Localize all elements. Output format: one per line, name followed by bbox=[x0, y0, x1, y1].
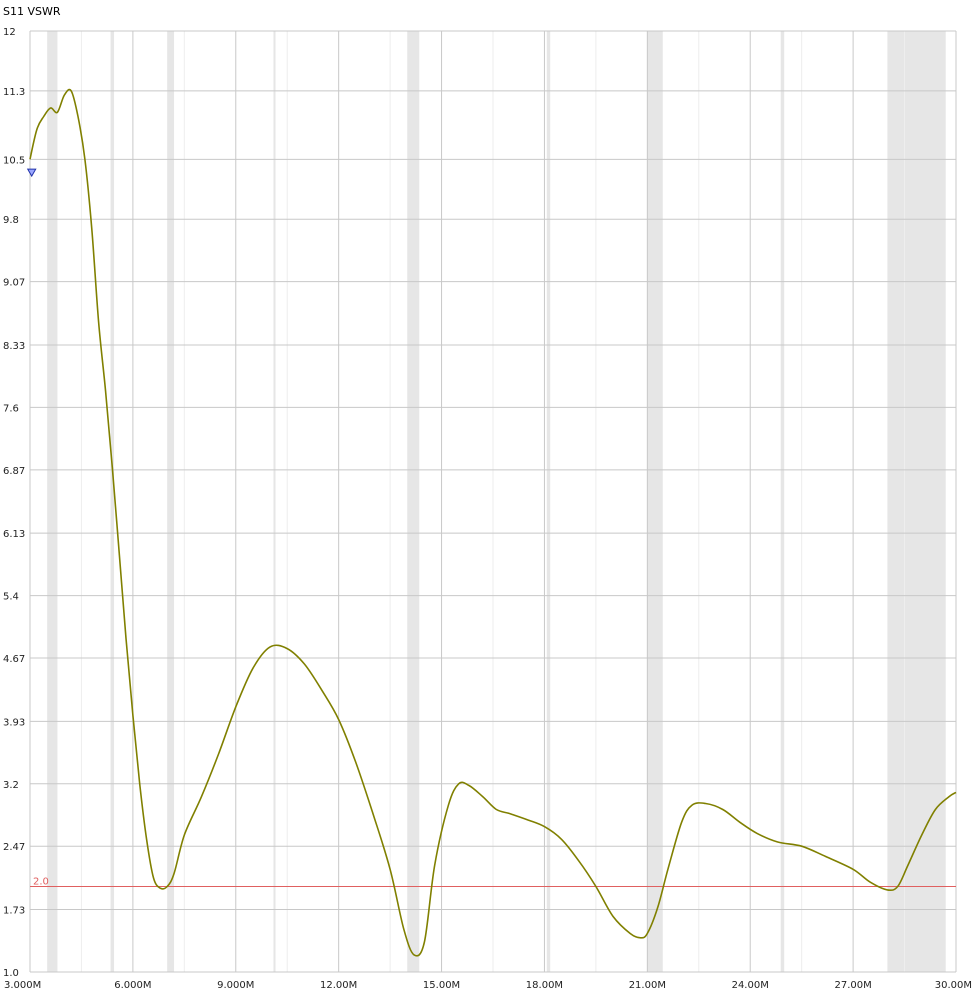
y-tick-label-5: 4.67 bbox=[3, 654, 25, 665]
x-tick-labels: 3.000M 6.000M 9.000M 12.00M 15.00M 18.00M 21.0… bbox=[4, 980, 972, 991]
marker-1[interactable] bbox=[26, 168, 37, 178]
marker-group bbox=[26, 168, 37, 178]
band-1 bbox=[110, 31, 115, 972]
reference-line-group: 2.0 bbox=[30, 876, 956, 887]
band-7 bbox=[780, 31, 785, 972]
band-3 bbox=[273, 31, 276, 972]
x-tick-label-0: 3.000M bbox=[4, 980, 41, 991]
y-tick-label-8: 6.87 bbox=[3, 466, 25, 477]
band-2 bbox=[167, 31, 175, 972]
band-5 bbox=[546, 31, 551, 972]
y-tick-label-10: 8.33 bbox=[3, 341, 25, 352]
y-tick-label-14: 11.3 bbox=[3, 87, 25, 98]
chart-title: S11 VSWR bbox=[3, 5, 61, 18]
band-4 bbox=[407, 31, 420, 972]
y-tick-label-0: 1.0 bbox=[3, 968, 19, 979]
band-shading bbox=[47, 31, 946, 972]
y-tick-label-3: 3.2 bbox=[3, 780, 19, 791]
x-tick-label-1: 6.000M bbox=[114, 980, 151, 991]
band-8 bbox=[887, 31, 946, 972]
x-tick-label-5: 18.00M bbox=[526, 980, 563, 991]
series-group bbox=[29, 88, 957, 957]
y-tick-label-1: 1.73 bbox=[3, 906, 25, 917]
x-tick-label-2: 9.000M bbox=[217, 980, 254, 991]
y-tick-labels: 1.0 1.73 2.47 3.2 3.93 4.67 5.4 6.13 6.87 7.6 8.33… bbox=[3, 27, 25, 979]
x-tick-label-3: 12.00M bbox=[320, 980, 357, 991]
grid-lines bbox=[29, 30, 957, 973]
x-tick-label-8: 27.00M bbox=[834, 980, 871, 991]
y-tick-label-9: 7.6 bbox=[3, 403, 19, 414]
x-tick-label-6: 21.00M bbox=[629, 980, 666, 991]
x-tick-label-9: 30.00M bbox=[935, 980, 972, 991]
band-6 bbox=[647, 31, 663, 972]
y-tick-label-15: 12 bbox=[3, 27, 16, 38]
y-tick-label-2: 2.47 bbox=[3, 842, 25, 853]
series-line-0 bbox=[29, 88, 957, 957]
y-tick-label-13: 10.5 bbox=[3, 155, 25, 166]
x-tick-label-4: 15.00M bbox=[423, 980, 460, 991]
band-0 bbox=[47, 31, 58, 972]
y-tick-label-11: 9.07 bbox=[3, 278, 25, 289]
y-tick-label-6: 5.4 bbox=[3, 592, 19, 603]
y-tick-label-7: 6.13 bbox=[3, 529, 25, 540]
y-tick-label-12: 9.8 bbox=[3, 215, 19, 226]
y-tick-label-4: 3.93 bbox=[3, 717, 25, 728]
reference-line-label: 2.0 bbox=[33, 876, 49, 887]
x-tick-label-7: 24.00M bbox=[732, 980, 769, 991]
